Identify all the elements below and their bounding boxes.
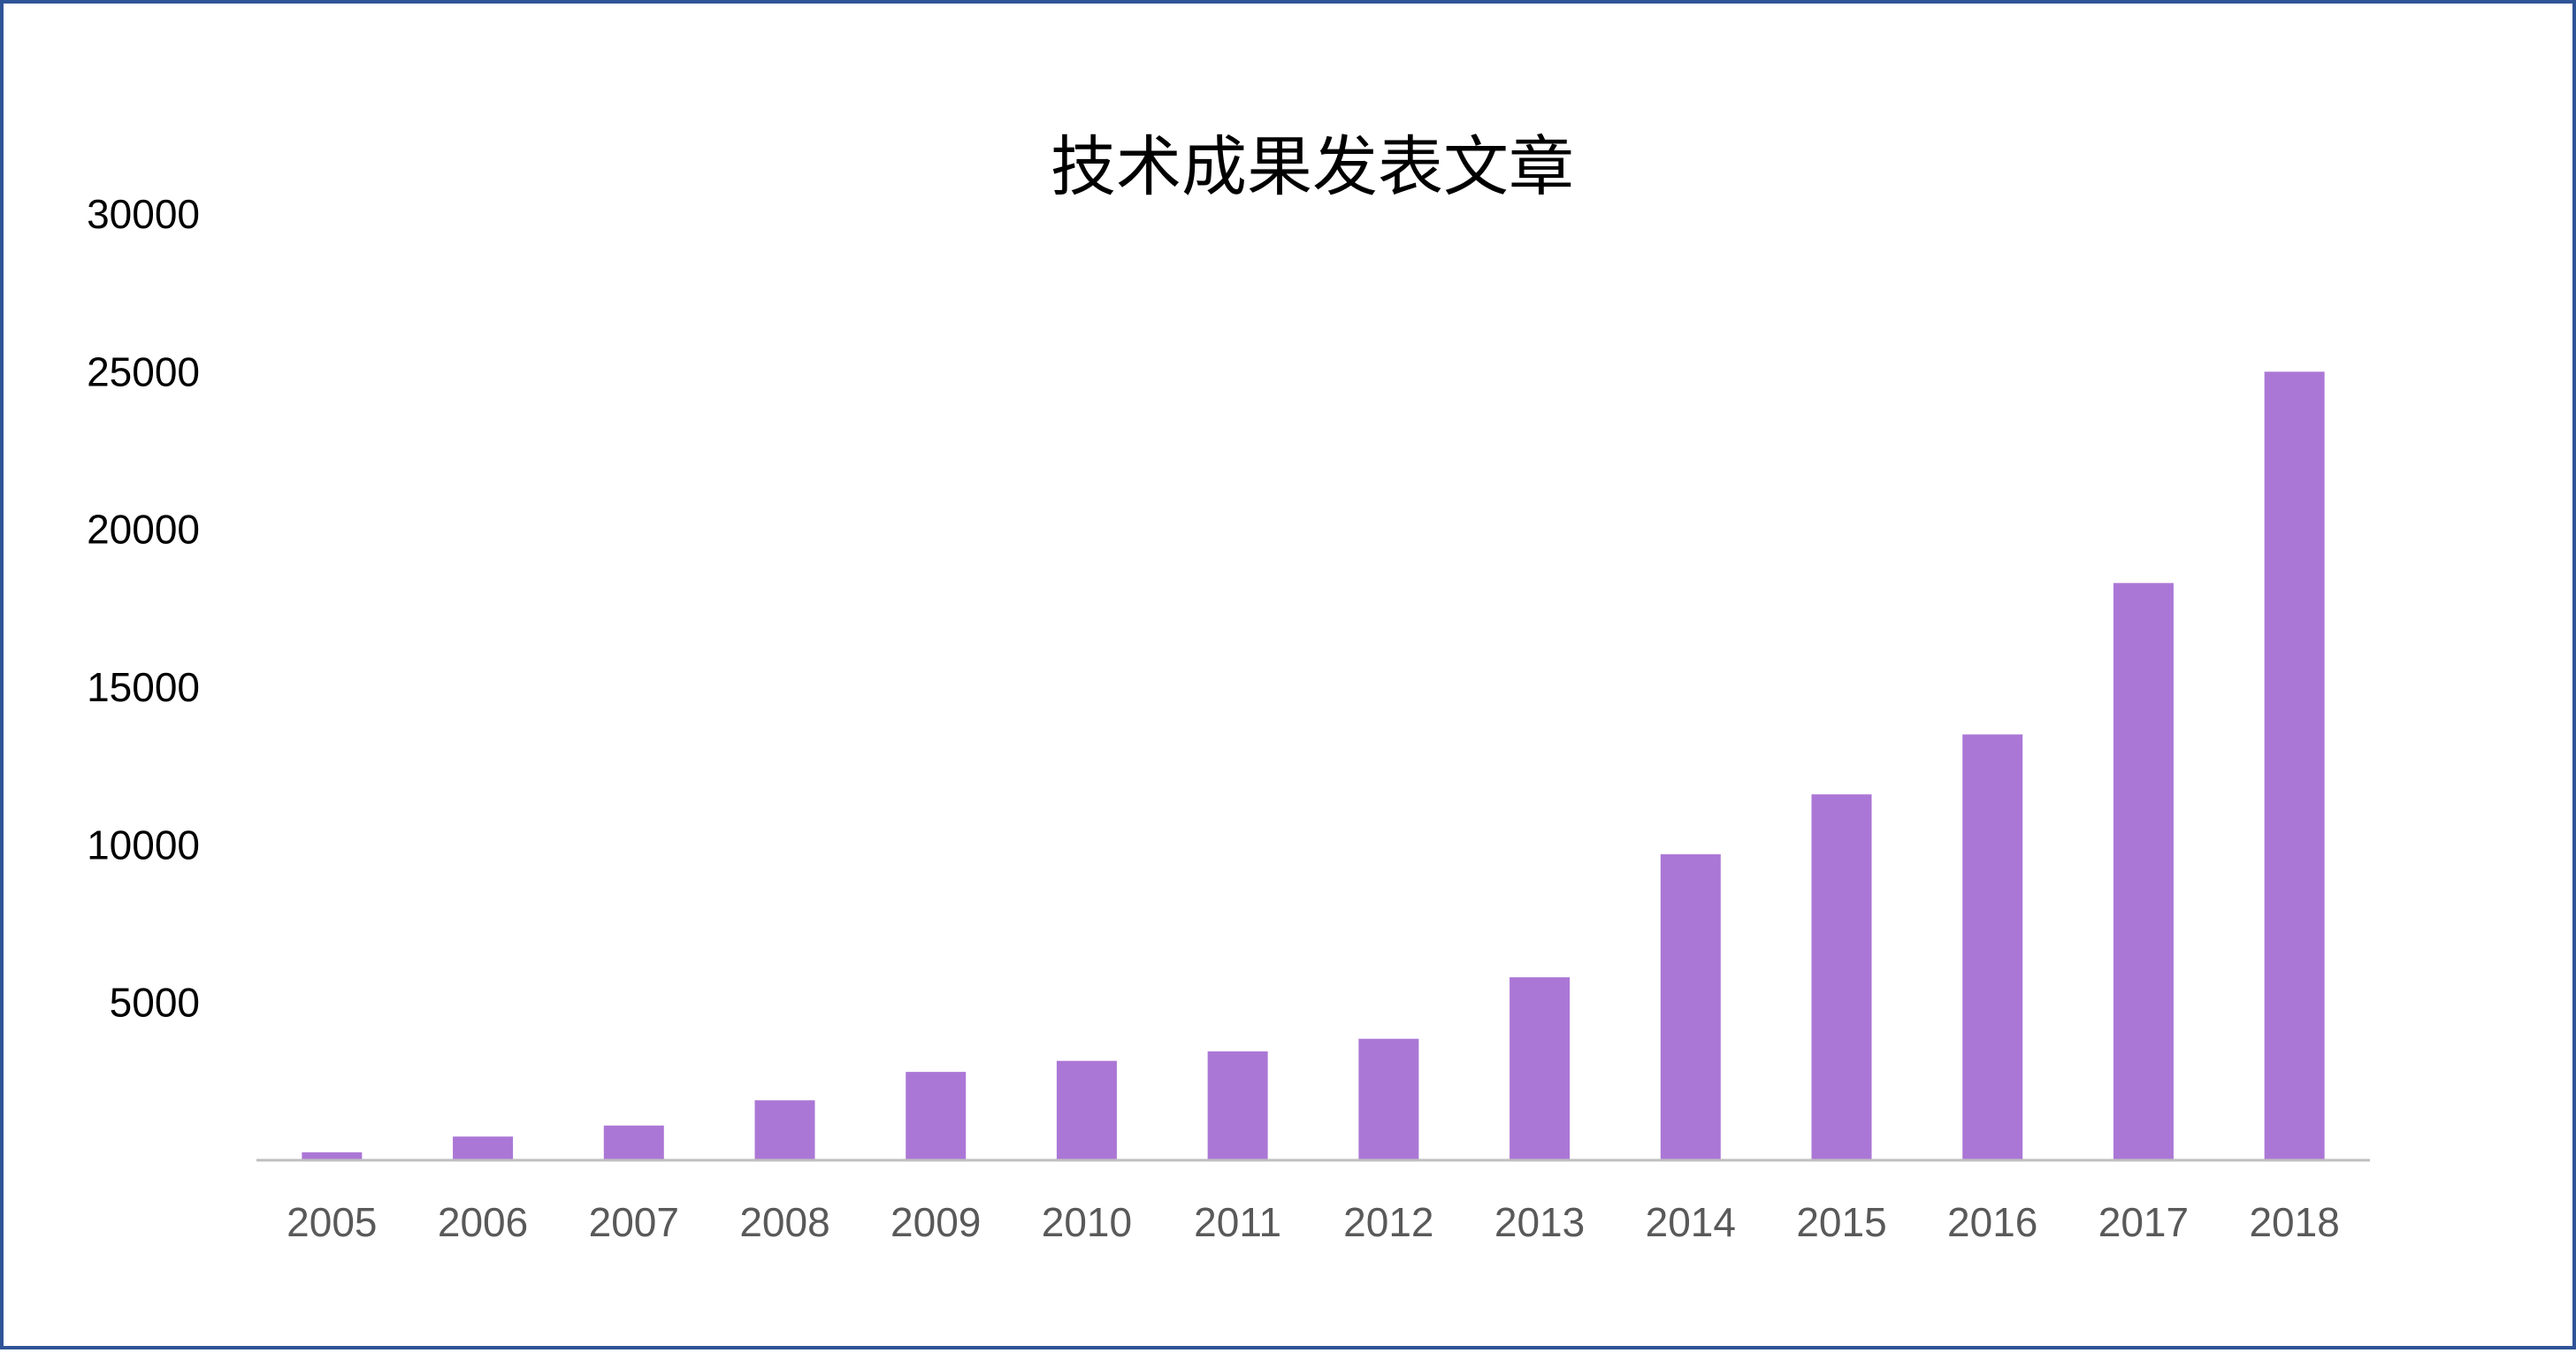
x-tick-label: 2018: [2249, 1199, 2339, 1245]
x-tick-label: 2015: [1796, 1199, 1886, 1245]
y-tick-label: 15000: [87, 664, 200, 710]
bar-2014: [1660, 854, 1721, 1160]
x-tick-label: 2013: [1494, 1199, 1585, 1245]
y-tick-label: 25000: [87, 348, 200, 394]
x-tick-label: 2016: [1947, 1199, 2037, 1245]
bar-2006: [453, 1136, 514, 1160]
bar-2007: [603, 1125, 664, 1160]
chart: 技术成果发表文章 5000 10000 15000 20000 25000 30000 2…: [87, 129, 2370, 1245]
bar-2015: [1811, 794, 1872, 1160]
x-tick-label: 2005: [287, 1199, 377, 1245]
bar-2016: [1962, 734, 2023, 1160]
bar-2009: [906, 1072, 967, 1160]
x-tick-label: 2011: [1194, 1199, 1281, 1245]
chart-title: 技术成果发表文章: [1051, 129, 1574, 205]
bar-2017: [2113, 583, 2174, 1160]
bar-2011: [1207, 1051, 1268, 1160]
y-tick-label: 20000: [87, 507, 200, 553]
y-axis-ticks: 5000 10000 15000 20000 25000 30000: [87, 191, 200, 1026]
x-tick-label: 2006: [438, 1199, 528, 1245]
bar-2018: [2264, 371, 2325, 1160]
x-tick-label: 2014: [1646, 1199, 1736, 1245]
x-tick-label: 2012: [1343, 1199, 1433, 1245]
x-tick-label: 2009: [891, 1199, 981, 1245]
x-tick-label: 2008: [739, 1199, 829, 1245]
x-tick-label: 2017: [2098, 1199, 2189, 1245]
bar-2013: [1510, 977, 1571, 1160]
bar-2008: [754, 1100, 815, 1160]
y-tick-label: 30000: [87, 191, 200, 237]
x-tick-label: 2007: [589, 1199, 679, 1245]
bars: [302, 371, 2325, 1160]
bar-2005: [302, 1152, 363, 1160]
y-tick-label: 10000: [87, 822, 200, 868]
y-tick-label: 5000: [110, 980, 200, 1026]
bar-2012: [1358, 1038, 1419, 1160]
x-axis-ticks: 2005 2006 2007 2008 2009 2010 2011 2012 2013 2014…: [287, 1199, 2340, 1245]
bar-2010: [1056, 1060, 1117, 1160]
x-tick-label: 2010: [1042, 1199, 1132, 1245]
